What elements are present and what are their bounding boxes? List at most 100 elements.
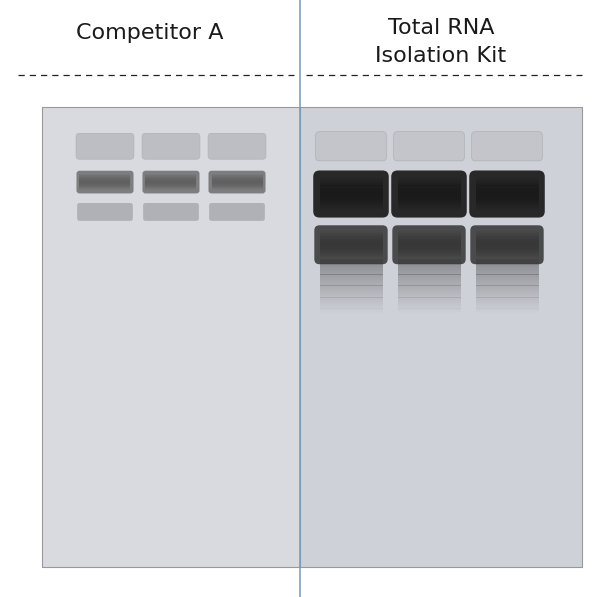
Bar: [320, 254, 383, 255]
Bar: [476, 208, 539, 209]
Bar: [476, 190, 539, 191]
Bar: [476, 231, 539, 232]
Bar: [398, 244, 461, 245]
Text: Total RNA
Isolation Kit: Total RNA Isolation Kit: [376, 18, 506, 66]
Bar: [320, 278, 383, 279]
Bar: [476, 273, 539, 275]
Bar: [398, 254, 461, 255]
Bar: [320, 236, 383, 237]
FancyBboxPatch shape: [143, 203, 199, 221]
Bar: [320, 296, 383, 297]
Bar: [476, 245, 539, 246]
Bar: [476, 297, 539, 298]
Bar: [320, 201, 383, 202]
Bar: [476, 232, 539, 233]
Bar: [398, 198, 461, 199]
Bar: [320, 183, 383, 184]
Bar: [476, 256, 539, 257]
Bar: [320, 239, 383, 240]
Bar: [398, 270, 461, 271]
Bar: [320, 207, 383, 208]
Bar: [320, 276, 383, 277]
Bar: [398, 276, 461, 278]
Bar: [398, 310, 461, 312]
Bar: [476, 253, 539, 254]
Bar: [398, 184, 461, 185]
Bar: [320, 198, 383, 199]
Bar: [476, 309, 539, 310]
Bar: [398, 257, 461, 258]
Bar: [320, 282, 383, 284]
Bar: [398, 233, 461, 234]
Bar: [476, 261, 539, 263]
Bar: [320, 259, 383, 260]
Bar: [320, 181, 383, 182]
Bar: [398, 287, 461, 288]
Bar: [476, 241, 539, 242]
Bar: [320, 241, 383, 242]
Bar: [320, 242, 383, 243]
Bar: [320, 284, 383, 285]
Bar: [476, 248, 539, 249]
Bar: [320, 298, 383, 300]
Bar: [320, 261, 383, 263]
Bar: [398, 176, 461, 177]
Bar: [476, 180, 539, 181]
Bar: [476, 283, 539, 284]
Bar: [476, 203, 539, 204]
Bar: [320, 230, 383, 231]
FancyBboxPatch shape: [316, 132, 386, 161]
Bar: [398, 232, 461, 233]
Bar: [476, 193, 539, 194]
Bar: [398, 258, 461, 259]
Bar: [398, 248, 461, 249]
Bar: [398, 187, 461, 188]
Bar: [476, 310, 539, 312]
FancyBboxPatch shape: [208, 171, 266, 193]
Bar: [398, 284, 461, 285]
Bar: [476, 210, 539, 211]
Bar: [476, 182, 539, 183]
Bar: [398, 273, 461, 275]
Bar: [398, 269, 461, 270]
Bar: [398, 236, 461, 237]
Bar: [476, 313, 539, 314]
Bar: [320, 283, 383, 284]
Bar: [398, 289, 461, 290]
Bar: [398, 250, 461, 251]
Bar: [476, 199, 539, 200]
Bar: [476, 197, 539, 198]
Bar: [320, 204, 383, 205]
Bar: [320, 178, 383, 179]
Bar: [476, 276, 539, 277]
Bar: [320, 248, 383, 249]
Bar: [320, 263, 383, 264]
Bar: [398, 288, 461, 289]
Bar: [320, 194, 383, 195]
Bar: [320, 258, 383, 259]
Bar: [320, 296, 383, 297]
Bar: [398, 193, 461, 194]
Bar: [398, 205, 461, 206]
Bar: [398, 193, 461, 194]
Bar: [320, 245, 383, 246]
Bar: [398, 281, 461, 282]
Bar: [476, 234, 539, 235]
Bar: [320, 260, 383, 261]
Bar: [398, 267, 461, 268]
FancyBboxPatch shape: [208, 133, 266, 159]
Bar: [398, 293, 461, 294]
Bar: [320, 184, 383, 185]
Bar: [398, 181, 461, 182]
Bar: [398, 280, 461, 281]
Bar: [476, 201, 539, 202]
Bar: [398, 301, 461, 302]
Bar: [476, 204, 539, 205]
Bar: [320, 244, 383, 245]
Bar: [398, 297, 461, 298]
Bar: [320, 249, 383, 250]
Bar: [320, 281, 383, 282]
Bar: [476, 202, 539, 203]
Bar: [476, 312, 539, 313]
Bar: [476, 238, 539, 239]
